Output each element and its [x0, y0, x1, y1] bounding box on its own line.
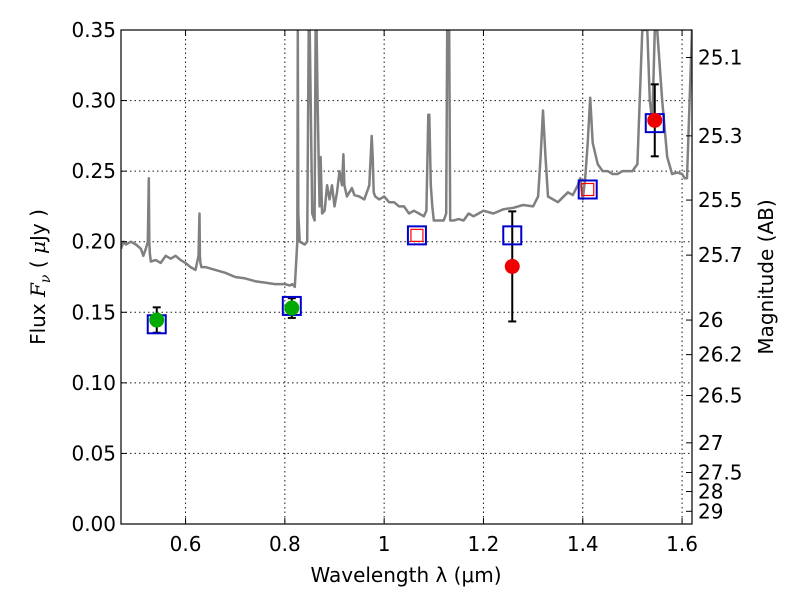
- spectrum-series: [121, 30, 692, 289]
- model-square-inner: [581, 182, 595, 197]
- y-axis-label-flux: Flux: [26, 297, 50, 345]
- model-square: [502, 225, 523, 246]
- x-tick-label: 1.2: [468, 532, 500, 556]
- x-axis-label: Wavelength λ (μm): [310, 563, 501, 587]
- green-detection-point: [284, 300, 300, 316]
- y2-axis-label: Magnitude (AB): [754, 199, 778, 354]
- x-tick-label: 0.6: [170, 532, 202, 556]
- photometry-points: [146, 112, 665, 335]
- y-axis-label-f: F: [26, 282, 50, 298]
- mag-tick-label: 26.2: [698, 343, 743, 367]
- y-tick-label: 0.25: [71, 159, 116, 183]
- mag-tick-label: 25.5: [698, 188, 743, 212]
- mag-tick-label: 25.7: [698, 243, 743, 267]
- mag-tick-label: 27.5: [698, 460, 743, 484]
- y-tick-label: 0.10: [71, 371, 116, 395]
- x-tick-label: 1.4: [567, 532, 599, 556]
- x-tick-label: 1: [378, 532, 391, 556]
- y-tick-label: 0.15: [71, 300, 116, 324]
- green-detection-point: [149, 312, 165, 328]
- model-square-inner: [410, 228, 424, 242]
- axis-ticks: [121, 29, 692, 525]
- y-tick-label: 0.30: [71, 89, 116, 113]
- y-tick-label: 0.35: [71, 18, 116, 42]
- x-tick-label: 0.8: [269, 532, 301, 556]
- model-square: [406, 225, 427, 246]
- y-axis-label-mu: μ: [26, 241, 50, 254]
- mag-tick-label: 27: [698, 431, 723, 455]
- red-detection-point: [647, 112, 663, 128]
- y-axis-label-nu: ν: [38, 274, 54, 283]
- red-detection-point: [504, 258, 520, 274]
- mag-tick-label: 25.1: [698, 46, 743, 70]
- plot-frame: [120, 29, 693, 525]
- mag-tick-label: 29: [698, 499, 723, 523]
- grid-lines: [121, 30, 692, 524]
- tick-labels: 0.6 0.8 1 1.2 1.4 1.6 0.00 0.05 0.10 0.15 0.20 0.25…: [71, 18, 742, 556]
- y-tick-label: 0.05: [71, 441, 116, 465]
- y-axis-label-paren: (: [26, 254, 50, 275]
- mag-tick-label: 25.3: [698, 124, 743, 148]
- model-square: [577, 179, 598, 200]
- x-tick-label: 1.6: [666, 532, 698, 556]
- y-tick-label: 0.00: [71, 512, 116, 536]
- spectrum-line: [121, 30, 692, 289]
- y-tick-label: 0.20: [71, 230, 116, 254]
- y-axis-label-unit: Jy ): [26, 209, 50, 243]
- mag-tick-label: 26: [698, 308, 723, 332]
- mag-tick-label: 26.5: [698, 384, 743, 408]
- y-axis-label: Flux Fν ( μJy ): [26, 209, 54, 345]
- mag-tick-label: 28: [698, 480, 723, 504]
